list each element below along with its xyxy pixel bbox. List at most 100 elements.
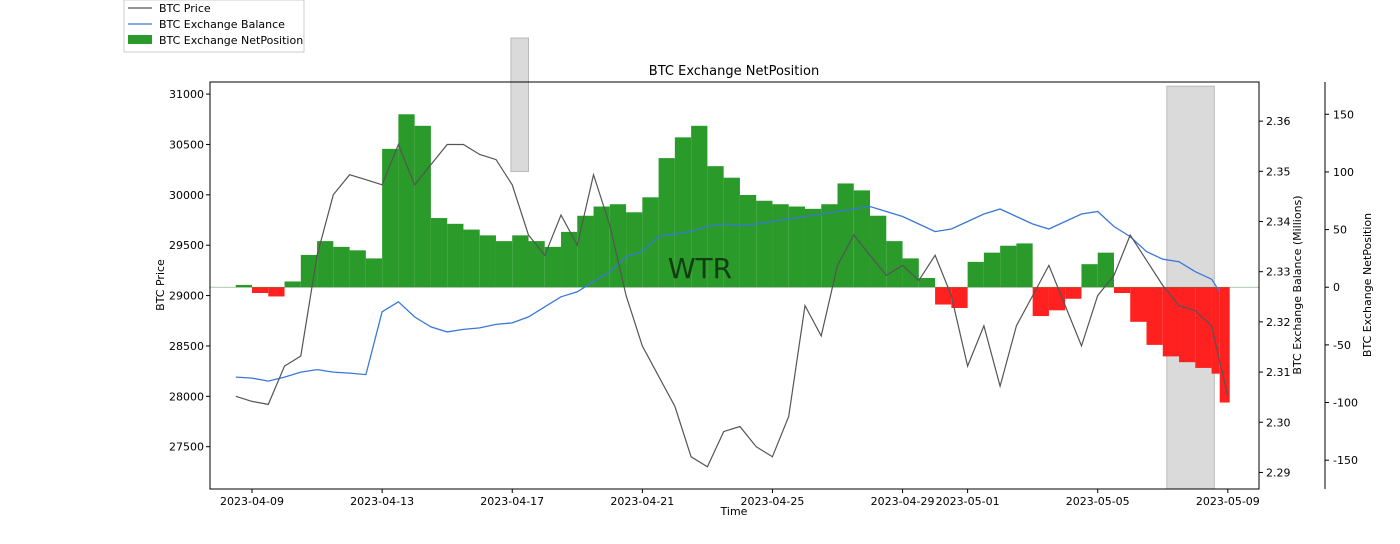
x-tick-label: 2023-05-09 [1196,495,1260,508]
legend-swatch-netposition [128,35,152,44]
netposition-bars [235,114,1230,403]
price-tick-label: 27500 [169,441,204,454]
x-tick-label: 2023-04-17 [480,495,544,508]
price-tick-label: 28000 [169,390,204,403]
balance-tick-label: 2.31 [1266,366,1291,379]
netposition-bar [430,218,448,288]
balance-line-group [235,205,1221,382]
balance-tick-label: 2.35 [1266,165,1291,178]
netposition-bar [1048,287,1066,311]
netposition-bar [1065,287,1082,299]
netposition-bar [707,166,724,288]
legend-label-netposition: BTC Exchange NetPosition [159,34,303,47]
legend-label-price: BTC Price [159,2,211,15]
netposition-bar [739,194,757,288]
x-axis-ticks: 2023-04-09 2023-04-13 2023-04-17 2023-04-21… [220,489,1260,508]
netposition-bar [951,287,968,308]
price-axis-label: BTC Price [154,259,167,311]
plot-frame [209,81,1260,490]
balance-axis-label: BTC Exchange Balance (Millions) [1291,195,1304,374]
netposition-bar [479,235,496,288]
netposition-bar [593,206,610,288]
netposition-bar [349,250,366,288]
netposition-bar [447,223,464,288]
netposition-bar [414,125,431,288]
price-tick-label: 29000 [169,290,204,303]
netposition-bar [1000,245,1017,288]
netposition-bar [1097,252,1114,288]
netposition-bar [235,284,253,288]
legend: BTC Price BTC Exchange Balance BTC Excha… [123,0,305,53]
price-tick-label: 28500 [169,340,204,353]
price-axis-ticks: 27500 28000 28500 29000 29500 30000 30500 31000 [169,88,210,454]
x-tick-label: 2023-04-13 [350,495,414,508]
legend-box [123,0,305,53]
price-tick-label: 30000 [169,189,204,202]
netposition-bar [544,246,562,288]
netposition-bar [1146,287,1163,345]
netposition-bar [398,114,415,288]
netposition-bar [1219,287,1230,403]
chart-title: BTC Exchange NetPosition [649,64,819,79]
netposition-bar [1016,243,1033,288]
netposition-bar [528,241,545,288]
netposition-bar [495,241,513,288]
netposition-bar [886,241,903,288]
netposition-bar [1032,287,1049,317]
balance-tick-label: 2.29 [1266,466,1291,479]
balance-axis-ticks: 2.29 2.30 2.31 2.32 2.33 2.34 2.35 2.36 [1259,115,1291,479]
netposition-bar [284,281,301,288]
netposition-bar [983,252,1001,288]
netposition-tick-label: 0 [1333,281,1340,294]
netposition-bar [821,204,838,288]
netposition-bar [1130,287,1147,322]
legend-label-balance: BTC Exchange Balance [159,18,285,31]
price-line-group [235,142,1229,468]
netposition-bar [561,231,578,288]
balance-series-line [235,205,1221,382]
netposition-bar [772,204,789,288]
x-tick-label: 2023-04-21 [610,495,674,508]
netposition-bar [268,287,285,297]
netposition-tick-label: 150 [1333,108,1354,121]
netposition-bar [1113,287,1131,293]
netposition-bar [918,278,936,288]
netposition-bar [1162,287,1180,357]
netposition-tick-label: 100 [1333,166,1354,179]
netposition-bar [837,183,854,288]
price-tick-label: 29500 [169,239,204,252]
x-tick-label: 2023-05-01 [936,495,1000,508]
netposition-bar [870,215,887,288]
price-tick-label: 30500 [169,138,204,151]
x-tick-label: 2023-04-29 [871,495,935,508]
netposition-bar [691,125,708,288]
netposition-tick-label: -50 [1333,339,1351,352]
netposition-axis-label: BTC Exchange NetPosition [1361,213,1374,357]
price-tick-label: 31000 [169,88,204,101]
netposition-bar [609,204,627,288]
balance-tick-label: 2.34 [1266,216,1291,229]
netposition-bar [853,190,871,288]
balance-tick-label: 2.36 [1266,115,1291,128]
netposition-axis-ticks: -150 -100 -50 0 50 100 150 [1325,108,1358,467]
netposition-bar [723,177,740,288]
x-tick-label: 2023-04-25 [740,495,804,508]
netposition-tick-label: -150 [1333,454,1358,467]
netposition-bar [967,261,984,288]
netposition-bar [512,235,529,288]
x-axis-label: Time [720,505,748,518]
netposition-bar [252,287,269,293]
netposition-bar [674,137,692,288]
x-tick-label: 2023-04-09 [220,495,284,508]
netposition-bar [1081,264,1098,288]
netposition-bar [463,229,480,288]
x-tick-label: 2023-05-05 [1066,495,1130,508]
netposition-bar [317,241,334,288]
netposition-bar [658,158,675,288]
price-series-line [235,142,1229,468]
netposition-bar [804,208,822,288]
netposition-bar [382,148,399,288]
netposition-bar [626,212,643,288]
